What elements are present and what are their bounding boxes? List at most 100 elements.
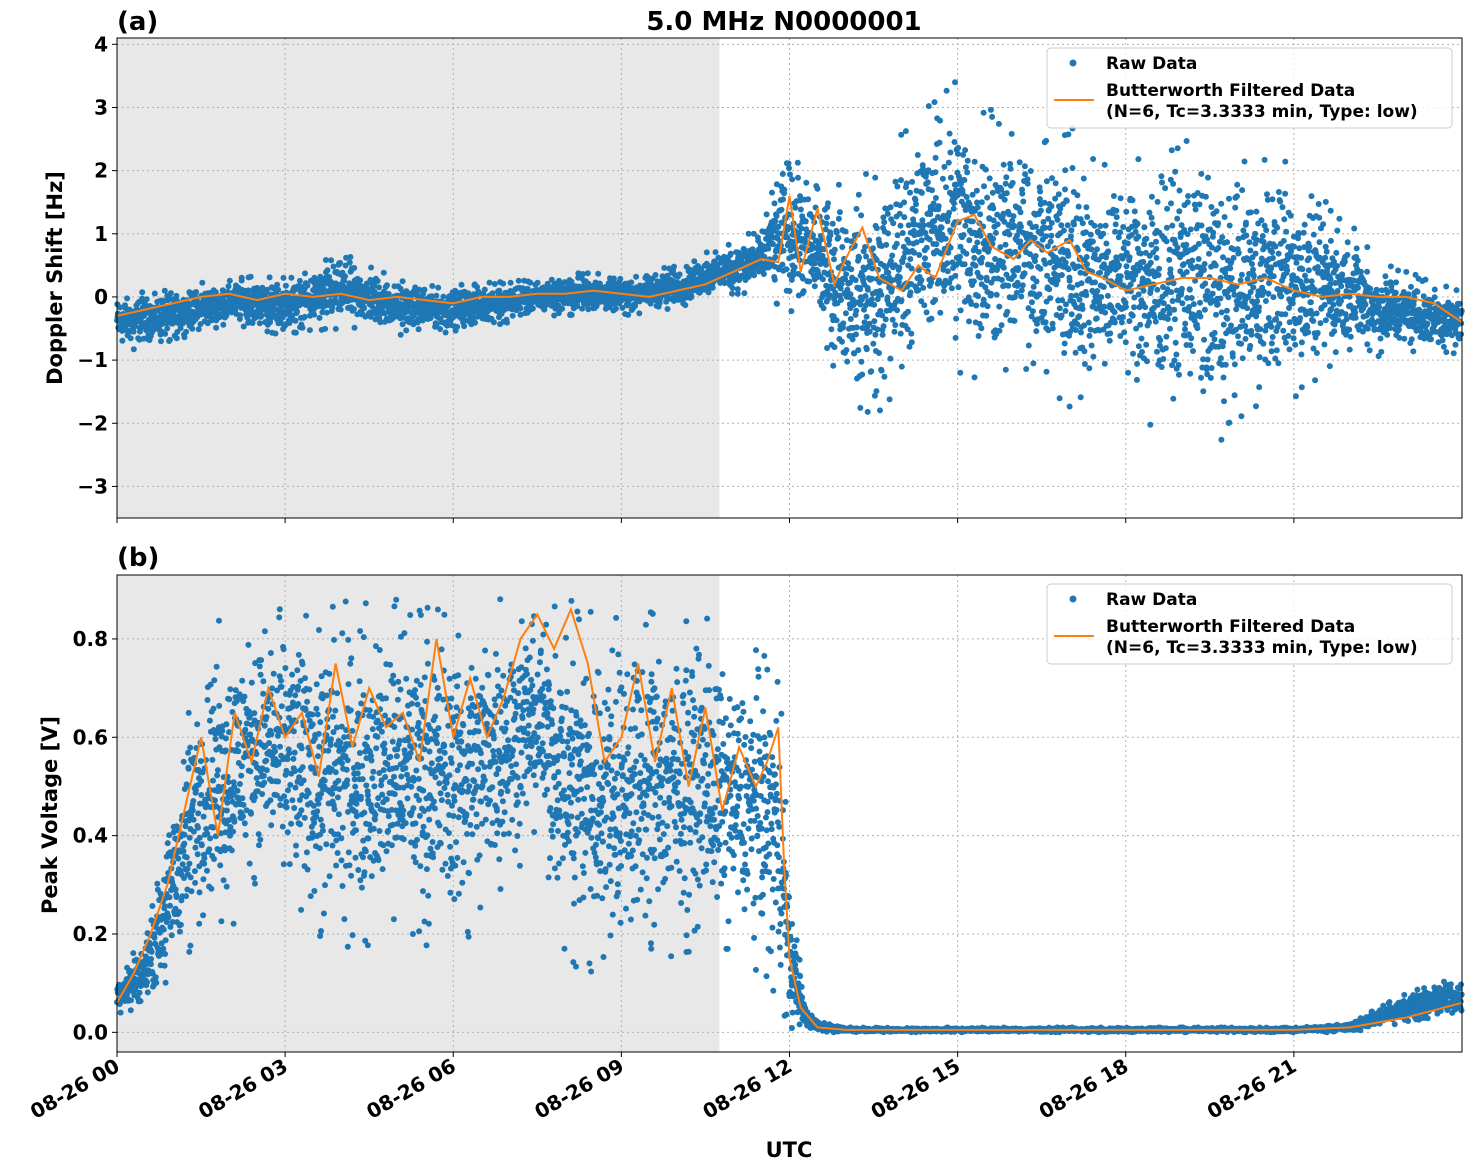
raw-data-point <box>1042 233 1049 240</box>
raw-data-point <box>183 328 190 335</box>
raw-data-point <box>930 200 937 207</box>
raw-data-point <box>950 205 957 212</box>
raw-data-point <box>901 214 908 221</box>
raw-data-point <box>1048 232 1055 239</box>
raw-data-point <box>1252 250 1259 257</box>
raw-data-point <box>1220 321 1227 328</box>
raw-data-point <box>1121 329 1128 336</box>
raw-data-point <box>1355 284 1361 291</box>
raw-data-point <box>883 241 890 248</box>
raw-data-point <box>760 271 767 277</box>
raw-data-point <box>990 235 997 242</box>
raw-data-point <box>1172 168 1179 175</box>
raw-data-point <box>856 255 863 261</box>
raw-data-point <box>1037 188 1044 195</box>
raw-data-point <box>1117 273 1124 280</box>
raw-data-point <box>894 183 901 190</box>
raw-data-point <box>1192 206 1199 213</box>
raw-data-point <box>529 305 536 312</box>
raw-data-point <box>1067 233 1074 240</box>
raw-data-point <box>1224 239 1231 246</box>
raw-data-point <box>220 321 227 328</box>
raw-data-point <box>1353 245 1360 252</box>
raw-data-point <box>955 284 962 291</box>
raw-data-point <box>855 347 862 354</box>
raw-data-point <box>1148 193 1155 200</box>
raw-data-point <box>1270 273 1277 280</box>
raw-data-point <box>1179 300 1186 307</box>
raw-data-point <box>1263 227 1270 234</box>
panel-a-ylabel: Doppler Shift [Hz] <box>43 171 67 385</box>
raw-data-point <box>1171 357 1178 364</box>
raw-data-point <box>143 296 150 303</box>
raw-data-point <box>1334 227 1341 234</box>
raw-data-point <box>803 179 810 186</box>
raw-data-point <box>936 139 943 146</box>
raw-data-point <box>948 285 955 292</box>
raw-data-point <box>140 312 147 319</box>
raw-data-point <box>1279 204 1286 211</box>
raw-data-point <box>1133 376 1140 383</box>
raw-data-point <box>397 285 404 292</box>
raw-data-point <box>1252 230 1259 237</box>
raw-data-point <box>610 275 617 282</box>
raw-data-point <box>800 288 807 295</box>
raw-data-point <box>833 229 840 236</box>
raw-data-point <box>285 294 292 301</box>
raw-data-point <box>1068 292 1075 299</box>
raw-data-point <box>887 355 894 362</box>
raw-data-point <box>935 203 942 210</box>
raw-data-point <box>955 144 962 151</box>
raw-data-point <box>1392 289 1399 296</box>
raw-data-point <box>1171 316 1178 323</box>
raw-data-point <box>197 321 204 328</box>
raw-data-point <box>1137 250 1144 257</box>
raw-data-point <box>1176 371 1182 378</box>
raw-data-point <box>1229 353 1236 360</box>
raw-data-point <box>1292 341 1299 348</box>
raw-data-point <box>962 222 969 229</box>
raw-data-point <box>1062 259 1069 266</box>
raw-data-point <box>1240 227 1247 234</box>
raw-data-point <box>897 222 904 229</box>
raw-data-point <box>1308 278 1315 285</box>
raw-data-point <box>1043 137 1050 144</box>
raw-data-point <box>579 305 586 312</box>
raw-data-point <box>1227 265 1234 272</box>
raw-data-point <box>823 261 829 268</box>
raw-data-point <box>1009 179 1016 186</box>
raw-data-point <box>1289 300 1296 307</box>
raw-data-point <box>1156 265 1163 272</box>
raw-data-point <box>853 307 860 314</box>
raw-data-point <box>924 179 931 186</box>
raw-data-point <box>1253 313 1260 320</box>
raw-data-point <box>1078 280 1085 287</box>
raw-data-point <box>568 278 575 285</box>
raw-data-point <box>350 306 357 313</box>
raw-data-point <box>894 232 901 239</box>
raw-data-point <box>1364 268 1371 275</box>
raw-data-point <box>1234 193 1240 200</box>
raw-data-point <box>1185 193 1192 199</box>
raw-data-point <box>1313 310 1320 317</box>
raw-data-point <box>1043 178 1050 185</box>
raw-data-point <box>1011 317 1018 324</box>
raw-data-point <box>909 178 916 185</box>
raw-data-point <box>1126 318 1133 325</box>
raw-data-point <box>843 347 850 353</box>
raw-data-point <box>1211 329 1218 336</box>
raw-data-point <box>1206 250 1212 257</box>
raw-data-point <box>240 323 247 330</box>
raw-data-point <box>772 218 779 225</box>
raw-data-point <box>1168 200 1174 207</box>
raw-data-point <box>1174 215 1181 222</box>
raw-data-point <box>946 130 953 137</box>
raw-data-point <box>885 269 892 276</box>
raw-data-point <box>259 284 266 291</box>
raw-data-point <box>301 313 308 320</box>
raw-data-point <box>857 286 864 293</box>
raw-data-point <box>1277 198 1284 205</box>
raw-data-point <box>1238 340 1245 347</box>
raw-data-point <box>709 284 716 291</box>
